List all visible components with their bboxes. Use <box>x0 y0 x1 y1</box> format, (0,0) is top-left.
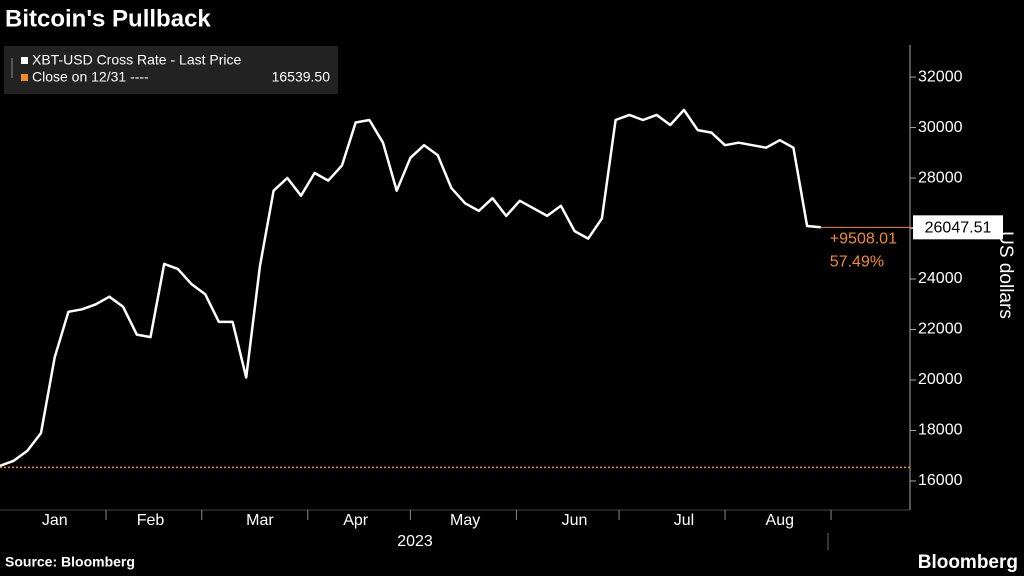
y-tick-label: 30000 <box>918 119 963 136</box>
x-tick-label: Feb <box>137 512 165 529</box>
last-value-box <box>913 215 1003 240</box>
logo: Bloomberg <box>918 552 1018 573</box>
y-tick-label: 16000 <box>918 472 963 489</box>
legend-swatch <box>21 57 28 64</box>
y-tick-label: 28000 <box>918 169 963 186</box>
y-tick-label: 20000 <box>918 371 963 388</box>
price-line <box>0 108 821 467</box>
legend-swatch <box>21 74 28 81</box>
change-annotation: +9508.01 <box>830 231 897 248</box>
legend-box <box>4 46 338 94</box>
legend-value: 16539.50 <box>272 69 331 85</box>
y-tick-label: 32000 <box>918 68 963 85</box>
x-tick-label: Jan <box>42 512 68 529</box>
x-tick-label: Apr <box>343 512 369 529</box>
x-tick-label: Mar <box>246 512 274 529</box>
percent-annotation: 57.49% <box>830 254 884 271</box>
y-tick-label: 24000 <box>918 270 963 287</box>
year-label: 2023 <box>397 533 433 550</box>
y-tick-label: 22000 <box>918 321 963 338</box>
x-tick-label: Jul <box>674 512 694 529</box>
last-value-label: 26047.51 <box>925 220 992 237</box>
chart-title: Bitcoin's Pullback <box>5 5 211 32</box>
x-tick-label: Jun <box>562 512 588 529</box>
legend-label: Close on 12/31 ---- <box>32 69 149 85</box>
x-tick-label: May <box>450 512 480 529</box>
legend-label: XBT-USD Cross Rate - Last Price <box>32 52 241 68</box>
source: Source: Bloomberg <box>5 554 135 570</box>
y-tick-label: 18000 <box>918 422 963 439</box>
x-tick-label: Aug <box>766 512 794 529</box>
y-axis-label: US dollars <box>995 231 1016 319</box>
